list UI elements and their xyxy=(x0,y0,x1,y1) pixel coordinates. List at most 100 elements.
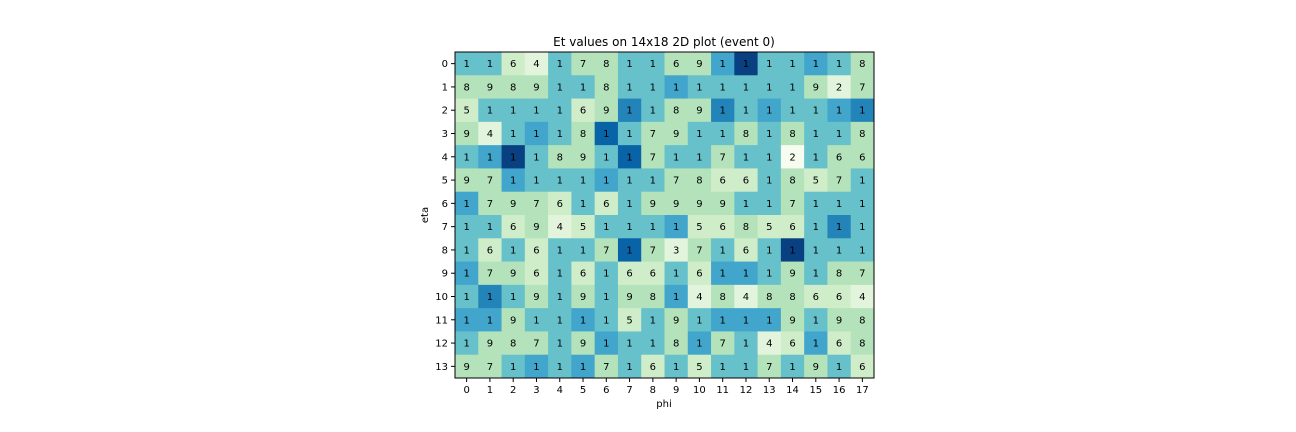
cell-value: 1 xyxy=(673,362,679,373)
heatmap-cell xyxy=(757,121,782,146)
x-tick-label: 5 xyxy=(580,385,586,396)
heatmap-cell xyxy=(641,284,665,309)
heatmap-cell xyxy=(780,191,805,216)
x-tick-label: 15 xyxy=(809,385,822,396)
cell-value: 4 xyxy=(487,129,493,140)
cell-value: 1 xyxy=(720,82,726,93)
heatmap-cell xyxy=(711,145,735,169)
heatmap-cell xyxy=(594,98,619,123)
cell-value: 5 xyxy=(696,222,702,233)
heatmap-cell xyxy=(664,308,689,332)
cell-value: 1 xyxy=(813,339,819,350)
heatmap-cell xyxy=(594,145,619,169)
heatmap-cell xyxy=(501,52,526,76)
heatmap-cell xyxy=(455,261,479,286)
x-tick-label: 0 xyxy=(463,385,469,396)
y-tick-label: 9 xyxy=(442,269,448,280)
heatmap-cell xyxy=(757,168,782,193)
heatmap-cell xyxy=(734,145,759,169)
heatmap-cell xyxy=(734,52,759,76)
cell-value: 9 xyxy=(463,362,469,373)
cell-value: 1 xyxy=(487,292,493,303)
heatmap-cell xyxy=(641,261,665,286)
heatmap-cell xyxy=(687,52,712,76)
cell-value: 8 xyxy=(720,292,726,303)
heatmap-cell xyxy=(850,191,875,216)
heatmap-cell xyxy=(827,75,852,100)
cell-value: 6 xyxy=(626,269,632,280)
cell-value: 1 xyxy=(720,315,726,326)
cell-value: 1 xyxy=(603,292,609,303)
heatmap-cell xyxy=(617,354,642,379)
cell-value: 1 xyxy=(533,176,539,187)
cell-value: 5 xyxy=(813,176,819,187)
heatmap-cell xyxy=(734,238,759,263)
cell-value: 1 xyxy=(650,106,656,117)
cell-value: 1 xyxy=(557,362,563,373)
cell-value: 1 xyxy=(859,176,865,187)
heatmap-cell xyxy=(524,261,549,286)
cell-value: 1 xyxy=(743,339,749,350)
heatmap-cell xyxy=(455,52,479,76)
cell-value: 1 xyxy=(603,129,609,140)
heatmap-cell xyxy=(804,168,828,193)
cell-value: 1 xyxy=(463,315,469,326)
chart-title: Et values on 14x18 2D plot (event 0) xyxy=(553,35,775,49)
cell-value: 1 xyxy=(626,176,632,187)
heatmap-cell xyxy=(757,98,782,123)
heatmap-cell xyxy=(664,191,689,216)
heatmap-cell xyxy=(664,145,689,169)
cell-value: 1 xyxy=(696,82,702,93)
cell-value: 1 xyxy=(626,362,632,373)
heatmap-cell xyxy=(641,168,665,193)
heatmap-cell xyxy=(548,238,572,263)
heatmap-cell xyxy=(827,284,852,309)
heatmap-cell xyxy=(478,308,503,332)
heatmap-cell xyxy=(455,168,479,193)
cell-value: 1 xyxy=(696,129,702,140)
heatmap-cell xyxy=(757,191,782,216)
heatmap-cell xyxy=(687,98,712,123)
heatmap-cell xyxy=(757,215,782,239)
cell-value: 1 xyxy=(650,59,656,70)
y-tick-label: 7 xyxy=(442,222,448,233)
cell-value: 7 xyxy=(533,199,539,210)
heatmap-cell xyxy=(501,284,526,309)
heatmap-cell xyxy=(711,215,735,239)
cell-value: 7 xyxy=(603,362,609,373)
cell-value: 1 xyxy=(463,292,469,303)
heatmap-cell xyxy=(804,354,828,379)
cell-value: 1 xyxy=(626,245,632,256)
heatmap-cell xyxy=(757,331,782,356)
cell-value: 1 xyxy=(557,269,563,280)
cell-value: 1 xyxy=(557,82,563,93)
heatmap-cell xyxy=(548,145,572,169)
cell-value: 8 xyxy=(510,339,516,350)
cell-value: 1 xyxy=(813,129,819,140)
cell-value: 1 xyxy=(836,106,842,117)
cell-value: 7 xyxy=(580,59,586,70)
heatmap-cell xyxy=(501,191,526,216)
heatmap-cell xyxy=(617,168,642,193)
cell-value: 6 xyxy=(580,106,586,117)
cell-value: 8 xyxy=(603,82,609,93)
cell-value: 6 xyxy=(603,199,609,210)
cell-value: 1 xyxy=(557,129,563,140)
cell-value: 1 xyxy=(743,199,749,210)
cell-value: 1 xyxy=(580,199,586,210)
cell-value: 4 xyxy=(557,222,563,233)
heatmap-cell xyxy=(571,168,596,193)
heatmap-cell xyxy=(641,308,665,332)
cell-value: 9 xyxy=(696,106,702,117)
cell-value: 1 xyxy=(510,176,516,187)
heatmap-cell xyxy=(687,354,712,379)
heatmap-cell xyxy=(455,354,479,379)
heatmap-cell xyxy=(664,75,689,100)
heatmap-cell xyxy=(757,261,782,286)
cell-value: 1 xyxy=(463,269,469,280)
heatmap-cell xyxy=(850,215,875,239)
y-tick-label: 0 xyxy=(442,59,448,70)
cell-value: 1 xyxy=(650,315,656,326)
cell-value: 8 xyxy=(673,106,679,117)
